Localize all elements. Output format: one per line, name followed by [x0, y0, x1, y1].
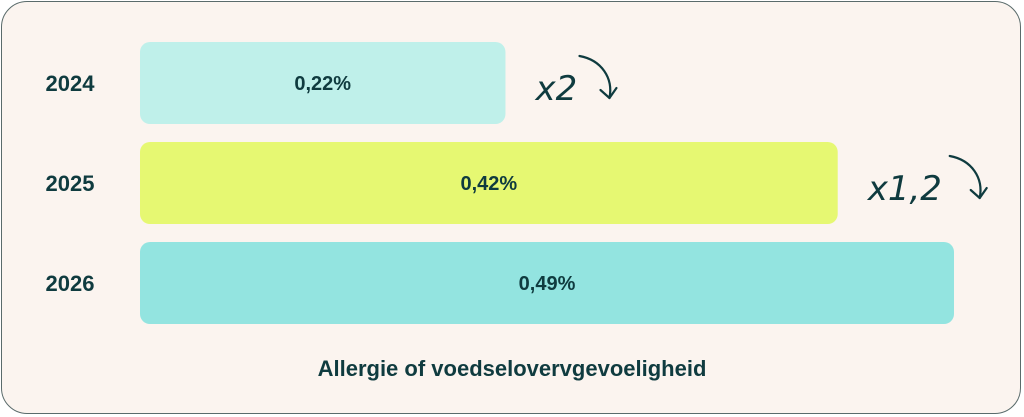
curved-arrow-icon	[578, 54, 612, 100]
curved-arrow-icon	[948, 154, 982, 200]
year-label-2024: 2024	[46, 71, 96, 96]
growth-multiplier-1: x2	[534, 69, 577, 109]
value-label-2025: 0,42%	[460, 173, 517, 195]
chart-caption: Allergie of voedselovervgevoeligheid	[317, 356, 707, 381]
growth-multiplier-2: x1,2	[867, 169, 942, 209]
value-label-2026: 0,49%	[519, 273, 576, 295]
value-label-2024: 0,22%	[294, 73, 351, 95]
year-label-2026: 2026	[46, 271, 95, 296]
bar-2026	[140, 242, 954, 324]
arrow-head-icon	[969, 186, 988, 200]
year-label-2025: 2025	[46, 171, 95, 196]
bar-2024	[140, 42, 506, 124]
arrow-head-icon	[599, 86, 618, 100]
bar-2025	[140, 142, 838, 224]
